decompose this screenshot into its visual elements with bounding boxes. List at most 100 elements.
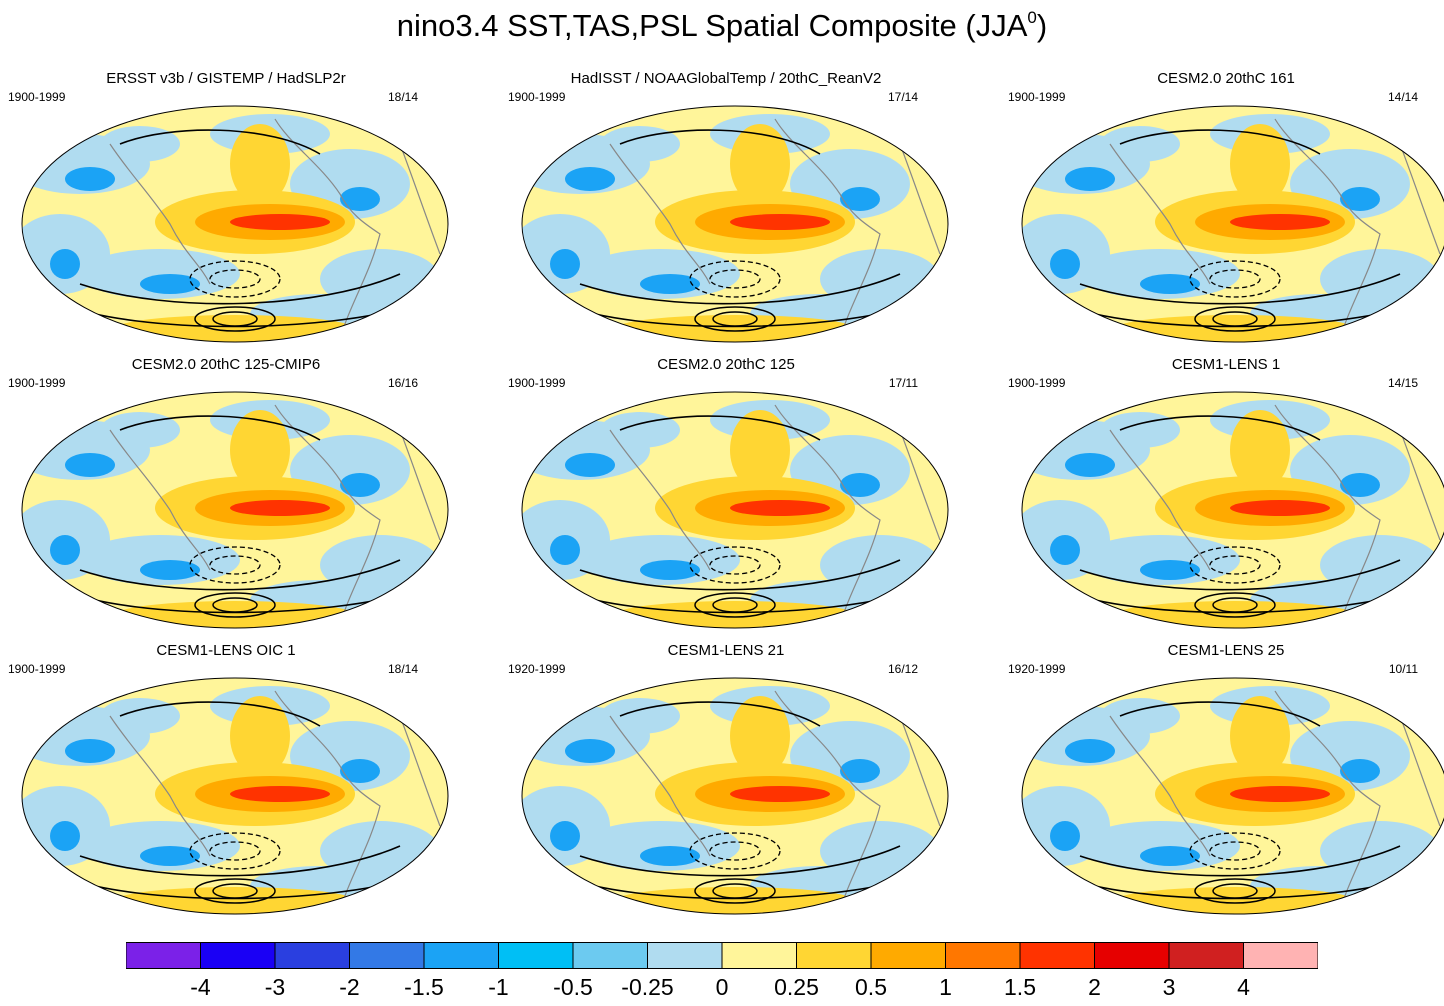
strong-cool-anomaly-region xyxy=(840,187,880,211)
strong-cool-anomaly-region xyxy=(50,821,80,851)
map-border xyxy=(21,677,449,915)
colorbar-tick-label: -1 xyxy=(488,974,509,1000)
hot-anomaly-region xyxy=(230,786,330,802)
warm-anomaly-region xyxy=(1115,315,1355,342)
warm-anomaly-region xyxy=(115,887,355,914)
psl-contour xyxy=(1212,883,1258,899)
map-svg xyxy=(21,105,449,343)
strong-cool-anomaly-region xyxy=(1340,759,1380,783)
coastline xyxy=(1274,118,1381,340)
psl-contour xyxy=(1212,597,1258,613)
psl-contour-negative xyxy=(709,841,761,861)
psl-contour xyxy=(1119,129,1321,155)
strong-cool-anomaly-region xyxy=(1140,560,1200,580)
colorbar-swatch xyxy=(498,942,574,969)
map-panel: CESM2.0 20thC 125-CMIP6 1900-1999 16/16 xyxy=(6,356,449,636)
cool-anomaly-region xyxy=(1100,412,1180,448)
colorbar-swatch xyxy=(349,942,425,969)
psl-contour xyxy=(1212,311,1258,327)
colorbar-swatch xyxy=(647,942,723,969)
cool-anomaly-region xyxy=(600,412,680,448)
coastline xyxy=(1274,690,1381,912)
cool-anomaly-region xyxy=(1100,698,1180,734)
psl-contour xyxy=(1194,306,1276,332)
warm-anomaly-region xyxy=(115,601,355,628)
psl-contour xyxy=(1194,592,1276,618)
cool-anomaly-region xyxy=(600,126,680,162)
coastline xyxy=(899,429,941,541)
warm-anomaly-region xyxy=(230,124,290,204)
coastline xyxy=(609,143,711,285)
cool-anomaly-region xyxy=(580,821,740,871)
map-panel: CESM2.0 20thC 161 1900-1999 14/14 xyxy=(1006,70,1444,350)
warm-anomaly-region xyxy=(230,696,290,776)
cool-anomaly-region xyxy=(1080,249,1240,299)
map-svg xyxy=(1021,391,1444,629)
panel-title: CESM1-LENS 25 xyxy=(1167,642,1285,659)
map-svg xyxy=(21,677,449,915)
psl-contour-negative xyxy=(1189,832,1281,870)
psl-contour xyxy=(579,559,901,591)
psl-contour xyxy=(212,883,258,899)
hot-anomaly-region xyxy=(1230,214,1330,230)
map-border xyxy=(521,677,949,915)
map-svg xyxy=(1021,105,1444,343)
psl-contour-negative xyxy=(189,832,281,870)
warm-anomaly-region xyxy=(1230,410,1290,490)
strong-cool-anomaly-region xyxy=(340,187,380,211)
panel-years: 1920-1999 xyxy=(508,662,566,676)
psl-contour xyxy=(79,845,401,877)
panel-years: 1920-1999 xyxy=(1008,662,1066,676)
panel-years: 1900-1999 xyxy=(8,90,66,104)
panel-years: 1900-1999 xyxy=(8,376,66,390)
map-panel: HadISST / NOAAGlobalTemp / 20thC_ReanV2 1… xyxy=(506,70,949,350)
panel-count: 18/14 xyxy=(387,90,418,104)
map-svg xyxy=(521,391,949,629)
psl-contour xyxy=(619,129,821,155)
panel-years: 1900-1999 xyxy=(1008,376,1066,390)
psl-contour xyxy=(579,273,901,305)
warm-anomaly-region xyxy=(730,410,790,490)
colorbar-svg xyxy=(126,942,1318,969)
strong-cool-anomaly-region xyxy=(565,453,615,477)
psl-contour xyxy=(712,597,758,613)
map-border xyxy=(521,105,949,343)
psl-contour-negative xyxy=(189,260,281,298)
panel-title: CESM2.0 20thC 125-CMIP6 xyxy=(131,356,321,373)
coastline xyxy=(899,143,941,255)
psl-contour xyxy=(1079,273,1401,305)
strong-cool-anomaly-region xyxy=(1140,274,1200,294)
psl-contour xyxy=(712,883,758,899)
cool-anomaly-region xyxy=(600,698,680,734)
psl-contour-negative xyxy=(1189,260,1281,298)
coastline xyxy=(109,715,211,857)
strong-cool-anomaly-region xyxy=(1140,846,1200,866)
psl-contour xyxy=(79,273,401,305)
colorbar-swatch xyxy=(1019,942,1095,969)
panel-count: 16/12 xyxy=(887,662,918,676)
colorbar-swatch xyxy=(274,942,350,969)
map-svg xyxy=(521,677,949,915)
psl-contour xyxy=(1079,845,1401,877)
colorbar-swatch xyxy=(1094,942,1170,969)
coastline xyxy=(1109,143,1211,285)
colorbar-tick-label: -3 xyxy=(264,974,286,1000)
psl-contour xyxy=(194,878,276,904)
psl-contour xyxy=(694,306,776,332)
coastline xyxy=(109,429,211,571)
warm-anomaly-region xyxy=(1115,887,1355,914)
map-panel: ERSST v3b / GISTEMP / HadSLP2r 1900-1999 1… xyxy=(6,70,449,350)
panel-count: 17/11 xyxy=(888,376,918,390)
map-panel: CESM1-LENS OIC 1 1900-1999 18/14 xyxy=(6,642,449,922)
colorbar-swatch xyxy=(126,942,201,969)
colorbar-tick-label: -0.25 xyxy=(621,974,674,1000)
psl-contour-negative xyxy=(709,269,761,289)
hot-anomaly-region xyxy=(230,214,330,230)
colorbar-swatch xyxy=(721,942,797,969)
cool-anomaly-region xyxy=(100,698,180,734)
cool-anomaly-region xyxy=(580,249,740,299)
colorbar-swatch xyxy=(1168,942,1244,969)
psl-contour-negative xyxy=(1209,269,1261,289)
strong-cool-anomaly-region xyxy=(140,274,200,294)
psl-contour xyxy=(212,597,258,613)
